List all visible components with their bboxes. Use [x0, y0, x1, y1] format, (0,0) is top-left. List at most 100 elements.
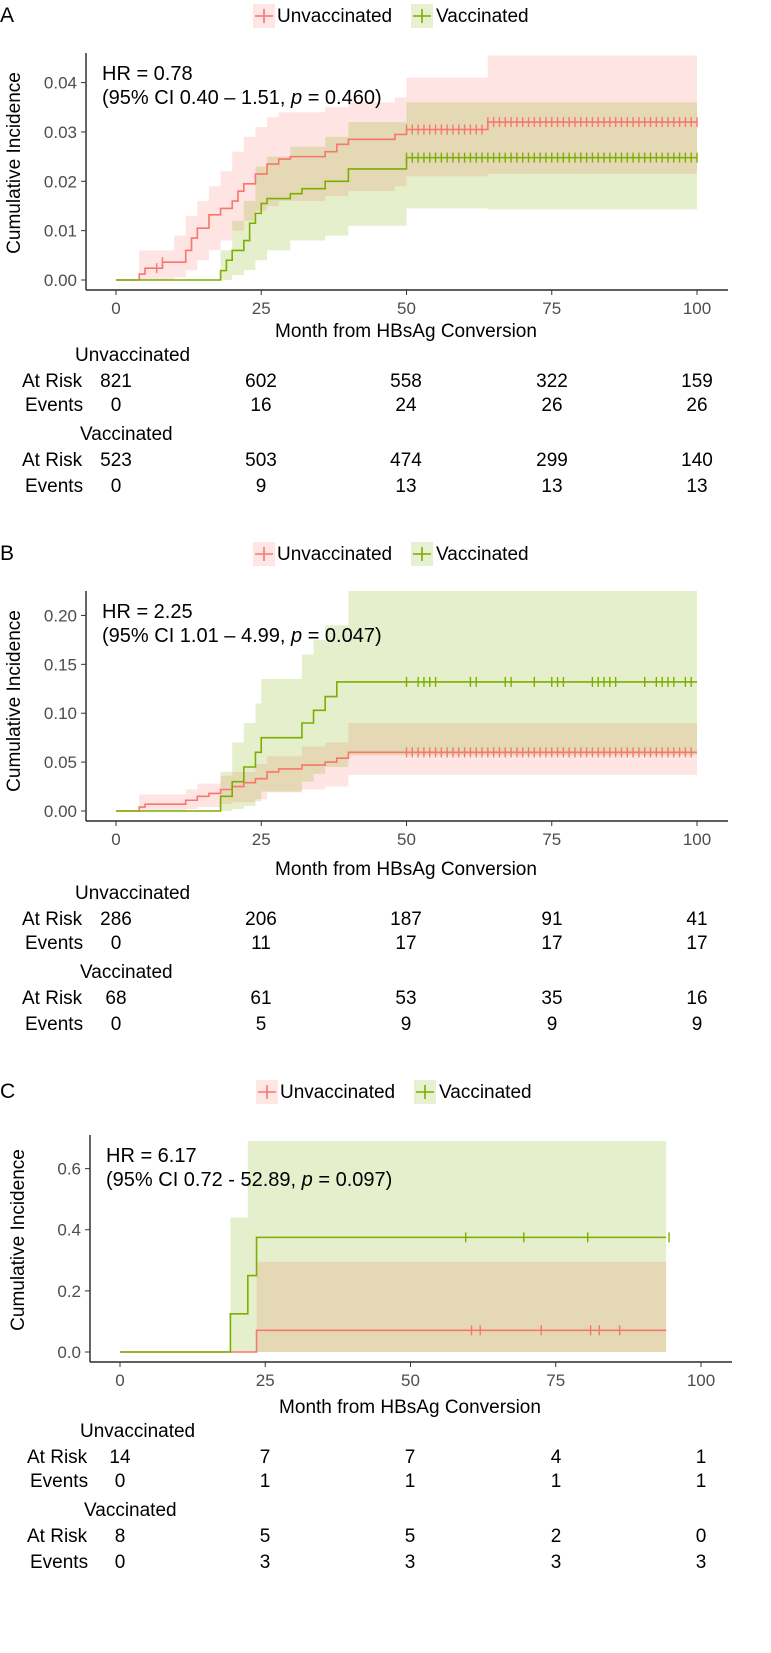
risk-row-label: At Risk — [22, 909, 83, 930]
risk-group-label: Vaccinated — [84, 1500, 177, 1521]
km-chart-c: C Unvaccinated Vaccinated 0.0 0.2 0.4 0.6 0 2… — [0, 1080, 732, 1573]
ci-band-unvaccinated — [116, 723, 697, 811]
risk-cell: 5 — [256, 1014, 267, 1035]
y-axis-title: Cumulative Incidence — [4, 610, 25, 792]
risk-cell: 0 — [111, 933, 122, 954]
panel-a: A Unvaccinated Vaccinated 0.00 0.01 0.02 0.… — [0, 0, 771, 540]
risk-cell: 3 — [551, 1552, 562, 1573]
ci-band-unvaccinated — [120, 1261, 667, 1352]
risk-row-label: At Risk — [27, 1447, 88, 1468]
risk-cell: 17 — [541, 933, 562, 954]
risk-group-label: Unvaccinated — [80, 1421, 195, 1442]
hr-line-1: HR = 6.17 — [106, 1145, 197, 1167]
risk-cell: 1 — [696, 1471, 707, 1492]
risk-cell: 1 — [696, 1447, 707, 1468]
risk-cell: 9 — [547, 1014, 558, 1035]
x-tick-label: 75 — [546, 1371, 565, 1390]
y-tick-label: 0.15 — [44, 655, 77, 674]
axes: 0.0 0.2 0.4 0.6 0 25 50 75 100 — [57, 1135, 732, 1390]
y-tick-label: 0.0 — [57, 1343, 81, 1362]
y-tick-label: 0.4 — [57, 1221, 81, 1240]
hr-p-value: = 0.460) — [302, 87, 382, 109]
hr-line-2: (95% CI 1.01 – 4.99, p = 0.047) — [102, 625, 382, 647]
panel-c: C Unvaccinated Vaccinated 0.0 0.2 0.4 0.6 0 2… — [0, 1076, 771, 1653]
risk-cell: 17 — [686, 933, 707, 954]
risk-cell: 0 — [111, 395, 122, 416]
risk-row-label: Events — [30, 1471, 88, 1492]
x-tick-label: 25 — [256, 1371, 275, 1390]
x-tick-label: 0 — [111, 299, 120, 318]
risk-cell: 299 — [536, 450, 568, 471]
ci-band-vaccinated — [116, 591, 697, 811]
risk-cell: 503 — [245, 450, 277, 471]
risk-cell: 140 — [681, 450, 713, 471]
risk-table: Unvaccinated At Risk Events 821 602 558 … — [22, 345, 713, 497]
risk-row-label: At Risk — [22, 371, 83, 392]
plot-area — [116, 591, 697, 812]
risk-row-label: Events — [25, 476, 83, 497]
km-curve-vaccinated — [116, 156, 697, 281]
risk-cell: 0 — [111, 1014, 122, 1035]
risk-cell: 24 — [395, 395, 417, 416]
risk-group-label: Vaccinated — [80, 962, 173, 983]
axes: 0.00 0.05 0.10 0.15 0.20 0 25 50 75 100 — [44, 591, 728, 849]
risk-cell: 61 — [250, 988, 271, 1009]
risk-cell: 474 — [390, 450, 422, 471]
y-tick-label: 0.20 — [44, 606, 77, 625]
km-chart-b: B Unvaccinated Vaccinated 0.000.050.100.… — [0, 542, 728, 1035]
risk-table: Unvaccinated At Risk Events 286 206 187 … — [22, 883, 708, 1035]
risk-cell: 3 — [405, 1552, 416, 1573]
risk-cell: 9 — [401, 1014, 412, 1035]
x-tick-label: 100 — [683, 299, 711, 318]
plot-area — [116, 55, 698, 281]
risk-group-label: Unvaccinated — [75, 883, 190, 904]
hr-line-2: (95% CI 0.72 - 52.89, p = 0.097) — [106, 1169, 392, 1191]
km-curve-unvaccinated — [116, 751, 697, 812]
risk-cell: 5 — [405, 1526, 416, 1547]
risk-cell: 2 — [551, 1526, 562, 1547]
x-axis-title: Month from HBsAg Conversion — [279, 1397, 541, 1418]
risk-cell: 159 — [681, 371, 713, 392]
legend-label-vaccinated: Vaccinated — [436, 6, 529, 27]
y-tick-label: 0.03 — [44, 123, 77, 142]
hr-ci-text: (95% CI 0.40 – 1.51, — [102, 87, 291, 109]
hr-line-1: HR = 0.78 — [102, 63, 193, 85]
hr-p-symbol: p — [290, 625, 302, 647]
km-curve-unvaccinated — [116, 121, 697, 281]
risk-cell: 3 — [260, 1552, 271, 1573]
legend-label-unvaccinated: Unvaccinated — [277, 544, 392, 565]
x-tick-label: 50 — [397, 299, 416, 318]
y-tick-label: 0.00 — [44, 802, 77, 821]
ci-band-vaccinated — [116, 102, 697, 280]
km-curve-vaccinated — [116, 681, 697, 812]
hr-line-2: (95% CI 0.40 – 1.51, p = 0.460) — [102, 87, 382, 109]
y-tick-label: 0.6 — [57, 1160, 81, 1179]
risk-cell: 26 — [541, 395, 562, 416]
legend: Unvaccinated Vaccinated — [253, 542, 529, 566]
x-tick-label: 100 — [687, 1371, 715, 1390]
legend-label-unvaccinated: Unvaccinated — [277, 6, 392, 27]
risk-cell: 35 — [541, 988, 562, 1009]
y-tick-label: 0.02 — [44, 172, 77, 191]
legend-label-unvaccinated: Unvaccinated — [280, 1082, 395, 1103]
km-curve-vaccinated — [120, 1236, 667, 1353]
y-tick-label: 0.00 — [44, 271, 77, 290]
risk-cell: 13 — [686, 476, 707, 497]
hr-p-value: = 0.047) — [302, 625, 382, 647]
ci-band-vaccinated — [120, 1141, 667, 1352]
risk-table: Unvaccinated At Risk Events 14 7 7 4 1 0… — [27, 1421, 706, 1573]
y-axis-title: Cumulative Incidence — [4, 72, 25, 254]
axes: 0.00 0.01 0.02 0.03 0.04 0 25 50 75 100 — [44, 53, 728, 318]
risk-cell: 41 — [686, 909, 707, 930]
risk-group-label: Vaccinated — [80, 424, 173, 445]
risk-cell: 523 — [100, 450, 132, 471]
risk-cell: 0 — [696, 1526, 707, 1547]
risk-cell: 8 — [115, 1526, 126, 1547]
hr-line-1: HR = 2.25 — [102, 601, 193, 623]
risk-cell: 26 — [686, 395, 707, 416]
risk-cell: 13 — [395, 476, 416, 497]
x-tick-label: 0 — [115, 1371, 124, 1390]
risk-row-label: Events — [25, 933, 83, 954]
legend: Unvaccinated Vaccinated — [256, 1080, 532, 1104]
risk-row-label: At Risk — [27, 1526, 88, 1547]
